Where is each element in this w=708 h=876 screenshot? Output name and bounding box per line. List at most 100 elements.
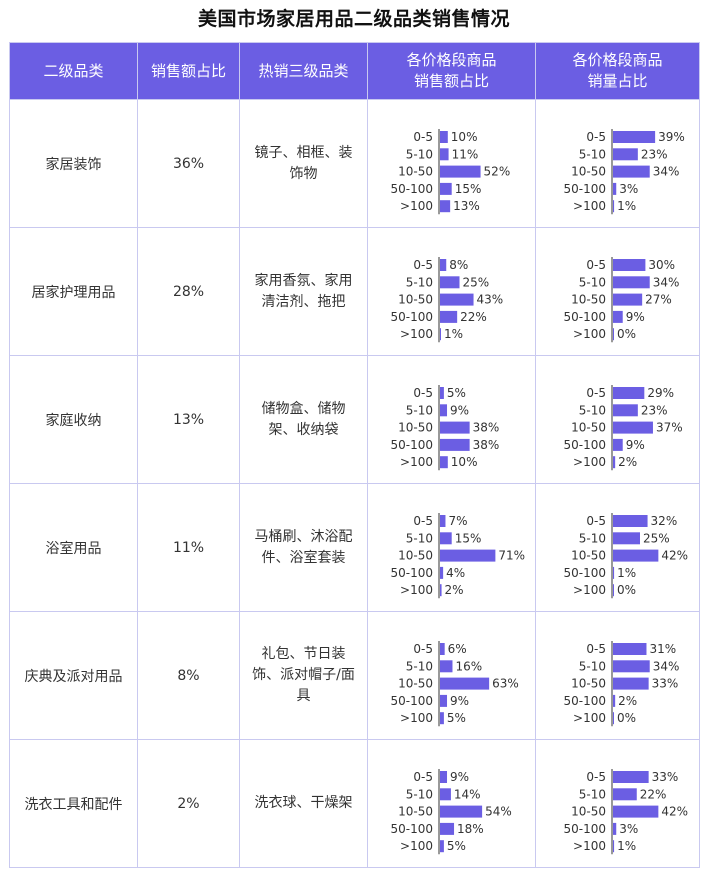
price-range-tick-label: 50-100 xyxy=(390,566,433,580)
table-row: 家庭收纳 13% 储物盒、储物架、收纳袋 0-5 5% 5-10 9% 10-50 38%… xyxy=(9,355,700,484)
bar-value-label: 9% xyxy=(450,770,469,784)
bar-value-label: 16% xyxy=(455,659,482,673)
bar-value-label: 54% xyxy=(485,805,512,819)
bar-value-label: 14% xyxy=(454,787,481,801)
price-range-tick-label: 5-10 xyxy=(579,787,606,801)
bar-value-label: 7% xyxy=(448,514,467,528)
price-range-bar xyxy=(440,771,448,783)
price-range-bar xyxy=(613,182,617,195)
bar-value-label: 0% xyxy=(617,583,636,597)
bar-value-label: 9% xyxy=(450,694,469,708)
price-range-bar xyxy=(440,822,455,835)
price-range-bar xyxy=(440,421,470,434)
volume-share-chart-cell: 0-5 39% 5-10 23% 10-50 34% 50-100 3% >100 1% xyxy=(535,99,700,228)
bar-value-label: 38% xyxy=(473,421,500,435)
bar-value-label: 0% xyxy=(617,711,636,725)
price-range-tick-label: 10-50 xyxy=(571,421,606,435)
sales-share-mini-chart: 0-5 6% 5-10 16% 10-50 63% 50-100 9% >100 5% xyxy=(390,641,519,727)
price-range-bar xyxy=(440,200,451,213)
bar-value-label: 5% xyxy=(447,711,466,725)
bar-value-label: 34% xyxy=(653,659,680,673)
sales-share-chart-cell: 0-5 6% 5-10 16% 10-50 63% 50-100 9% >100 5% xyxy=(367,611,536,740)
price-range-tick-label: 0-5 xyxy=(413,386,433,400)
price-range-bar xyxy=(440,293,474,306)
price-range-bar xyxy=(440,840,444,853)
sales-share-value: 8% xyxy=(137,611,240,740)
chart-title: 美国市场家居用品二级品类销售情况 xyxy=(197,8,510,30)
header-subcategory: 二级品类 xyxy=(9,42,138,100)
volume-share-chart-cell: 0-5 30% 5-10 34% 10-50 27% 50-100 9% >100 0% xyxy=(535,227,700,356)
price-range-bar xyxy=(440,131,448,143)
table-row: 浴室用品 11% 马桶刷、沐浴配件、浴室套装 0-5 7% 5-10 15% 10-50… xyxy=(9,483,700,612)
volume-share-mini-chart: 0-5 29% 5-10 23% 10-50 37% 50-100 9% >100 2% xyxy=(563,385,683,471)
table-row: 洗衣工具和配件 2% 洗衣球、干燥架 0-5 9% 5-10 14% 10-50 54% 5… xyxy=(9,739,700,868)
header-price-sales-share: 各价格段商品 销售额占比 xyxy=(367,42,536,100)
price-range-bar xyxy=(440,660,453,673)
price-range-tick-label: 10-50 xyxy=(398,677,433,691)
price-range-tick-label: 5-10 xyxy=(406,787,433,801)
bar-value-label: 38% xyxy=(473,438,500,452)
price-range-tick-label: 0-5 xyxy=(413,258,433,272)
price-range-bar xyxy=(613,805,659,818)
bar-value-label: 22% xyxy=(460,310,487,324)
volume-share-mini-chart: 0-5 32% 5-10 25% 10-50 42% 50-100 1% >100 0% xyxy=(563,513,688,599)
sales-share-mini-chart: 0-5 10% 5-10 11% 10-50 52% 50-100 15% >100 13% xyxy=(390,129,510,215)
price-range-tick-label: >100 xyxy=(573,711,606,725)
price-range-tick-label: 50-100 xyxy=(563,694,606,708)
price-range-bar xyxy=(440,549,496,562)
bar-value-label: 1% xyxy=(444,327,463,341)
price-range-tick-label: 0-5 xyxy=(413,770,433,784)
price-range-bar xyxy=(440,276,460,289)
bar-value-label: 2% xyxy=(445,583,464,597)
bar-value-label: 32% xyxy=(651,514,678,528)
bar-value-label: 9% xyxy=(626,310,645,324)
price-range-bar xyxy=(440,584,442,597)
hot-items: 礼包、节日装饰、派对帽子/面具 xyxy=(239,611,368,740)
price-range-tick-label: >100 xyxy=(400,327,433,341)
price-range-tick-label: 10-50 xyxy=(398,805,433,819)
bar-value-label: 25% xyxy=(463,275,490,289)
hot-items: 镜子、相框、装饰物 xyxy=(239,99,368,228)
price-range-bar xyxy=(613,532,640,545)
bar-value-label: 1% xyxy=(617,566,636,580)
subcategory-name: 居家护理用品 xyxy=(9,227,138,356)
header-price-volume-share-line2: 销量占比 xyxy=(587,72,648,90)
bar-value-label: 5% xyxy=(447,839,466,853)
price-range-tick-label: 50-100 xyxy=(390,822,433,836)
sales-share-value: 36% xyxy=(137,99,240,228)
price-range-tick-label: 0-5 xyxy=(586,770,606,784)
bar-value-label: 30% xyxy=(648,258,675,272)
price-range-bar xyxy=(613,584,614,597)
sales-share-mini-chart: 0-5 9% 5-10 14% 10-50 54% 50-100 18% >100 5% xyxy=(390,769,512,855)
bar-value-label: 9% xyxy=(626,438,645,452)
bar-value-label: 6% xyxy=(448,642,467,656)
header-price-sales-share-line1: 各价格段商品 xyxy=(406,51,497,69)
hot-items: 储物盒、储物架、收纳袋 xyxy=(239,355,368,484)
header-price-volume-share-line1: 各价格段商品 xyxy=(572,51,663,69)
bar-value-label: 29% xyxy=(647,386,674,400)
bar-value-label: 42% xyxy=(661,805,688,819)
sales-share-chart-cell: 0-5 5% 5-10 9% 10-50 38% 50-100 38% >100 10% xyxy=(367,355,536,484)
price-range-tick-label: 50-100 xyxy=(563,822,606,836)
bar-value-label: 22% xyxy=(640,787,667,801)
subcategory-name: 家居装饰 xyxy=(9,99,138,228)
price-range-bar xyxy=(440,259,447,271)
volume-share-mini-chart: 0-5 33% 5-10 22% 10-50 42% 50-100 3% >100 1% xyxy=(563,769,688,855)
price-range-bar xyxy=(613,259,646,271)
price-range-tick-label: 0-5 xyxy=(413,514,433,528)
sales-share-chart-cell: 0-5 10% 5-10 11% 10-50 52% 50-100 15% >100 13% xyxy=(367,99,536,228)
price-range-tick-label: 50-100 xyxy=(390,438,433,452)
price-range-bar xyxy=(613,515,648,527)
bar-value-label: 37% xyxy=(656,421,683,435)
bar-value-label: 3% xyxy=(619,822,638,836)
price-range-bar xyxy=(613,788,637,801)
sales-share-value: 13% xyxy=(137,355,240,484)
price-range-bar xyxy=(440,148,449,161)
price-range-bar xyxy=(440,712,444,725)
price-range-bar xyxy=(440,566,444,579)
bar-value-label: 27% xyxy=(645,293,672,307)
hot-items: 马桶刷、沐浴配件、浴室套装 xyxy=(239,483,368,612)
price-range-tick-label: >100 xyxy=(573,199,606,213)
bar-value-label: 2% xyxy=(618,455,637,469)
price-range-tick-label: 10-50 xyxy=(571,293,606,307)
